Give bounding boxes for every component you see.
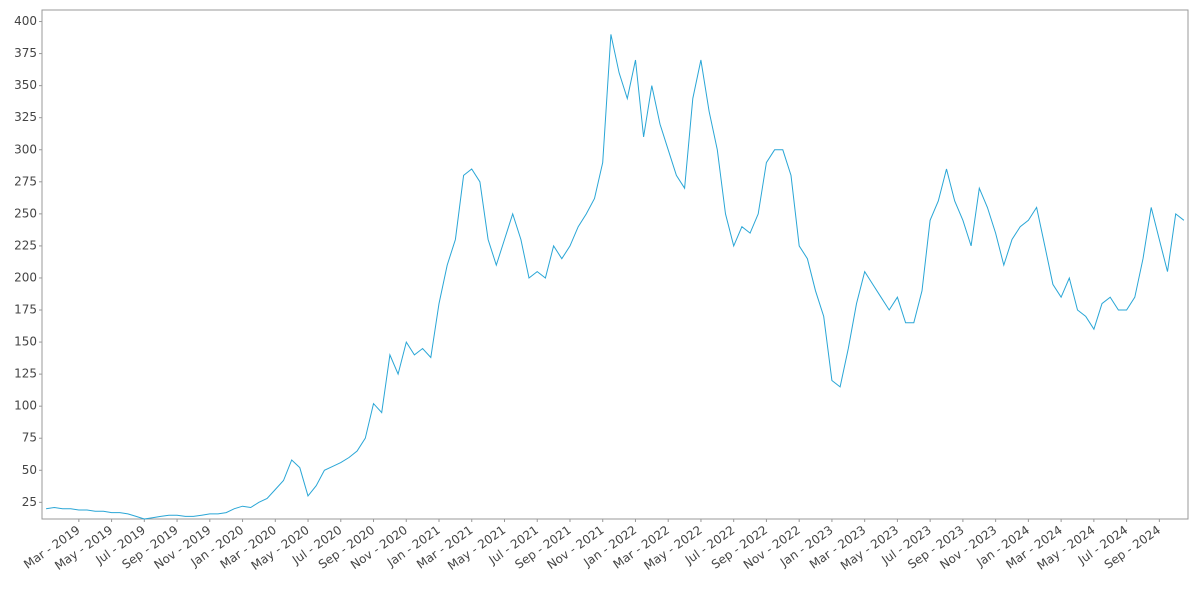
- plot-frame: [41, 9, 1189, 520]
- y-tick-label: 50: [22, 463, 37, 477]
- y-tick-label: 250: [14, 206, 37, 220]
- y-tick-label: 125: [14, 367, 37, 381]
- price-line: [46, 34, 1185, 520]
- y-tick-label: 175: [14, 303, 37, 317]
- y-tick-label: 275: [14, 174, 37, 188]
- y-tick-label: 100: [14, 399, 37, 413]
- y-tick-label: 300: [14, 142, 37, 156]
- y-tick-label: 325: [14, 110, 37, 124]
- y-tick-label: 75: [22, 431, 37, 445]
- y-tick-label: 375: [14, 46, 37, 60]
- y-tick-label: 400: [14, 14, 37, 28]
- y-tick-label: 25: [22, 495, 37, 509]
- y-tick-label: 225: [14, 238, 37, 252]
- y-tick-label: 350: [14, 78, 37, 92]
- y-tick-label: 200: [14, 270, 37, 284]
- y-tick-label: 150: [14, 335, 37, 349]
